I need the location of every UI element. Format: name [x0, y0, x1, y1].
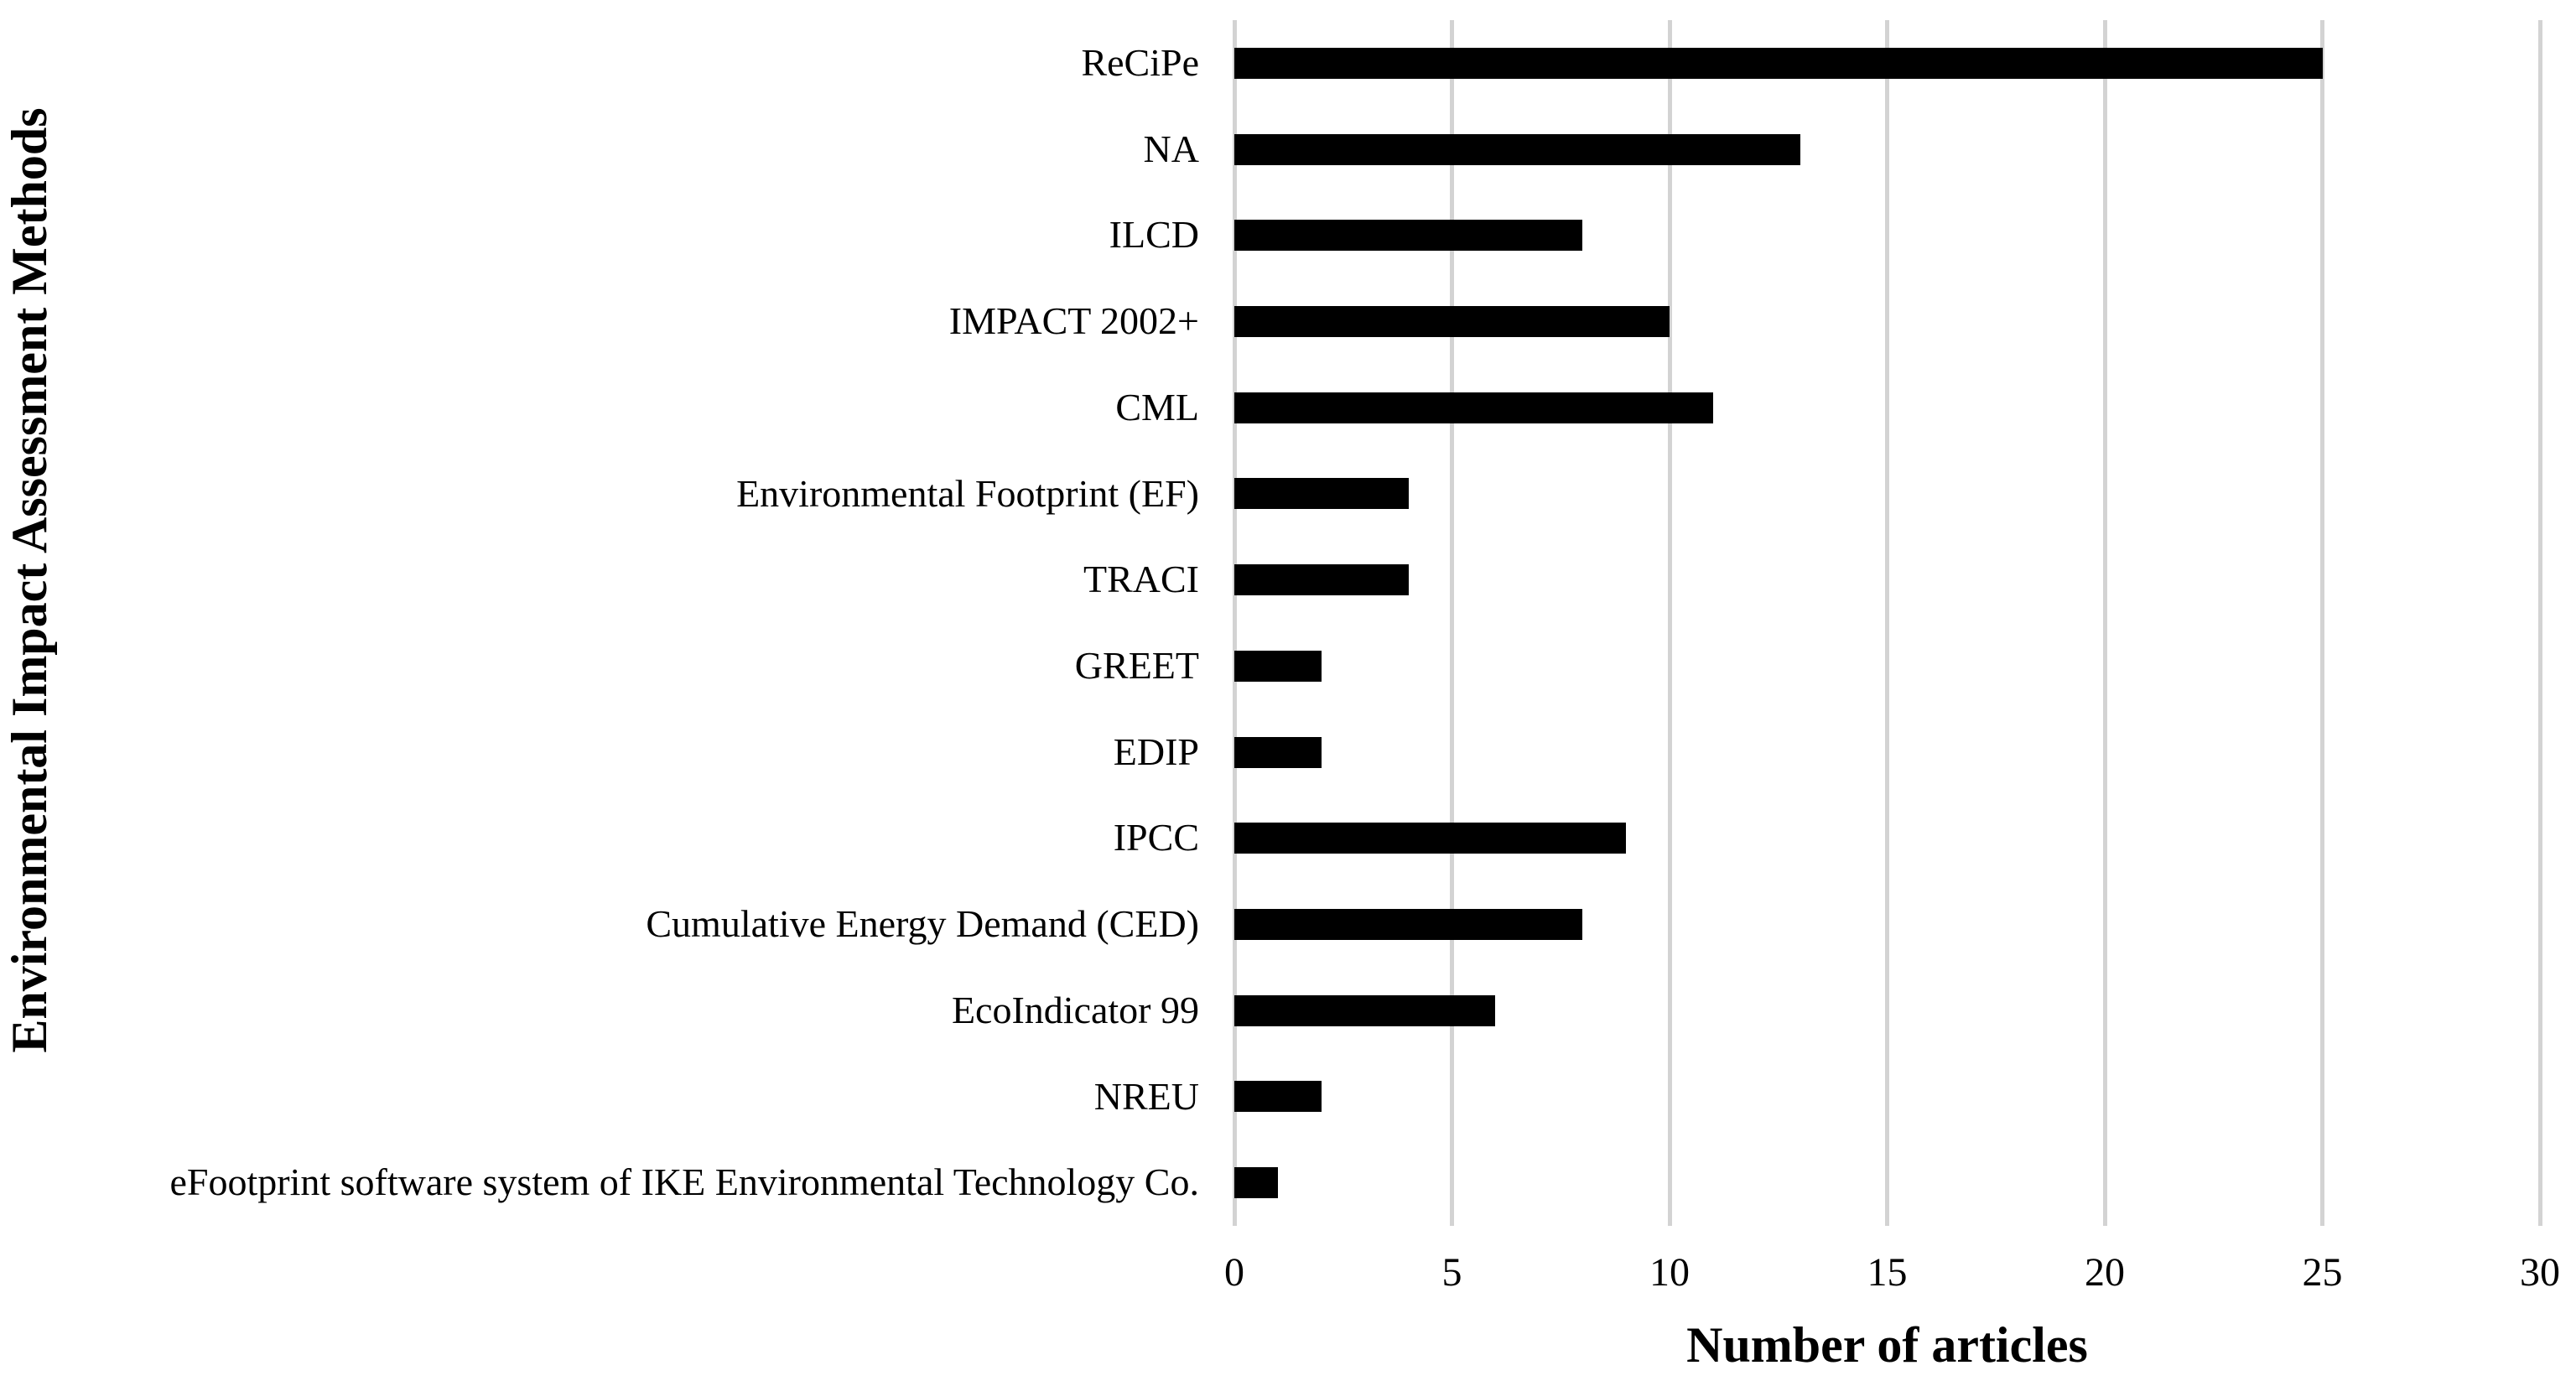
bar [1234, 1167, 1278, 1199]
x-tick-label: 5 [1441, 1250, 1462, 1295]
bar [1234, 133, 1800, 165]
category-label: eFootprint software system of IKE Enviro… [169, 1160, 1200, 1204]
bar [1234, 220, 1583, 252]
x-tick-label: 30 [2520, 1250, 2560, 1295]
category-label: GREET [1074, 644, 1199, 687]
x-tick-label: 10 [1649, 1250, 1690, 1295]
bar [1234, 47, 2323, 79]
category-label: EDIP [1113, 729, 1199, 773]
category-label: IPCC [1113, 816, 1199, 859]
category-label: CML [1115, 385, 1199, 428]
bar [1234, 392, 1713, 423]
gridline [1450, 20, 1454, 1226]
bar [1234, 564, 1409, 596]
category-label: IMPACT 2002+ [948, 299, 1199, 343]
category-label: NA [1143, 127, 1199, 170]
bar [1234, 823, 1627, 854]
category-label: ReCiPe [1081, 41, 1199, 84]
bar [1234, 994, 1496, 1026]
gridline [1885, 20, 1889, 1226]
category-label: NREU [1093, 1074, 1199, 1118]
category-label: ILCD [1109, 213, 1199, 257]
bar [1234, 1081, 1322, 1113]
x-tick-label: 15 [1867, 1250, 1908, 1295]
category-label: Environmental Footprint (EF) [736, 471, 1199, 515]
gridline [2537, 20, 2542, 1226]
x-axis-title: Number of articles [1686, 1317, 2088, 1373]
x-tick-label: 0 [1224, 1250, 1244, 1295]
bar [1234, 478, 1409, 510]
gridline [1232, 20, 1237, 1226]
bar [1234, 909, 1583, 940]
x-tick-label: 20 [2085, 1250, 2125, 1295]
gridline [2102, 20, 2107, 1226]
gridline [2320, 20, 2324, 1226]
category-label: TRACI [1083, 558, 1199, 601]
gridline [1667, 20, 1672, 1226]
bar [1234, 650, 1322, 682]
x-tick-label: 25 [2302, 1250, 2343, 1295]
category-label: EcoIndicator 99 [951, 988, 1199, 1031]
bar [1234, 736, 1322, 768]
category-label: Cumulative Energy Demand (CED) [646, 902, 1199, 946]
bar [1234, 306, 1670, 337]
